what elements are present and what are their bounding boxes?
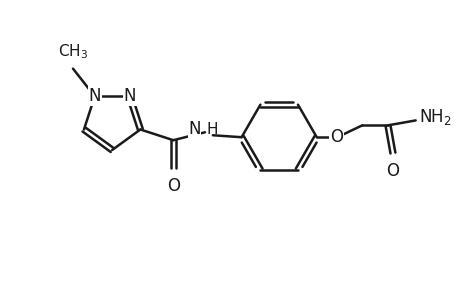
Text: O: O xyxy=(386,162,398,180)
Text: O: O xyxy=(167,177,179,195)
Text: O: O xyxy=(330,128,342,146)
Text: H: H xyxy=(207,122,218,137)
Text: N: N xyxy=(188,120,201,138)
Text: N: N xyxy=(123,87,135,105)
Text: CH$_3$: CH$_3$ xyxy=(58,42,88,61)
Text: NH$_2$: NH$_2$ xyxy=(418,107,450,128)
Text: N: N xyxy=(88,87,101,105)
